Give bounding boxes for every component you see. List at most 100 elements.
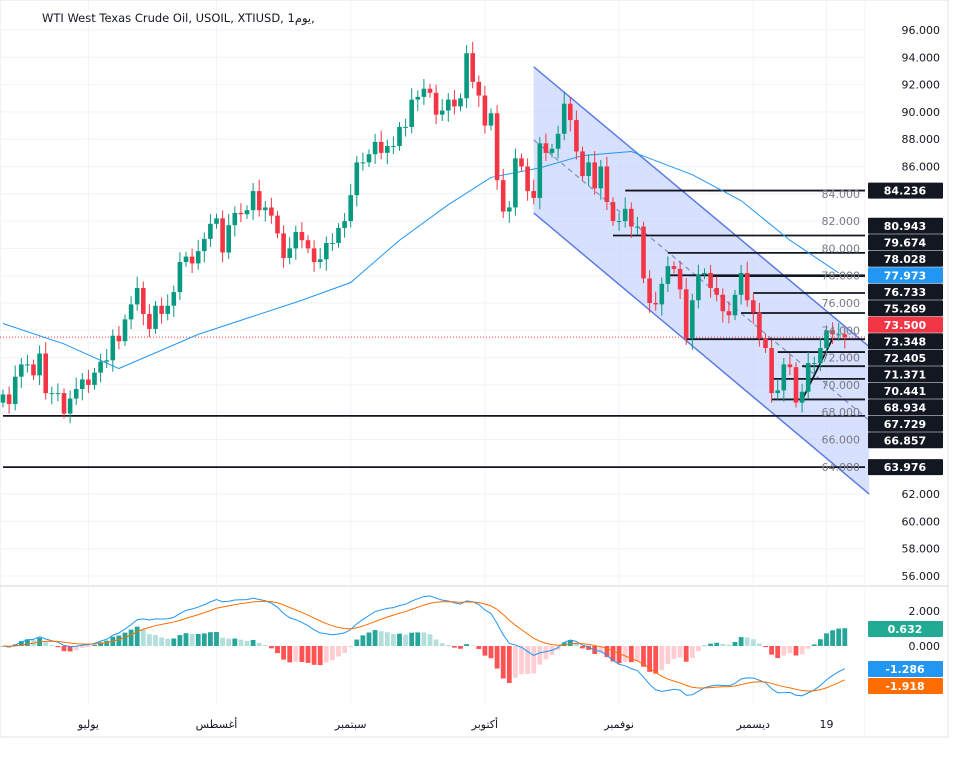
macd-histogram-bar	[665, 646, 671, 665]
candle-down	[671, 266, 677, 269]
macd-histogram-bar	[470, 645, 476, 647]
macd-histogram-bar	[671, 646, 677, 660]
candle-down	[6, 394, 12, 405]
macd-histogram-bar	[500, 646, 506, 679]
macd-histogram-bar	[214, 632, 219, 646]
macd-histogram-bar	[708, 643, 713, 646]
candle-up	[738, 272, 744, 295]
macd-histogram-bar	[757, 643, 762, 646]
macd-histogram-bar	[586, 646, 591, 650]
macd-histogram-bar	[476, 646, 482, 650]
level-price-label: 73.500	[884, 319, 927, 332]
macd-histogram-bar	[787, 646, 793, 654]
candle-up	[208, 223, 213, 239]
macd-histogram-bar	[622, 646, 628, 662]
candle-down	[592, 162, 597, 189]
macd-histogram-bar	[73, 646, 79, 651]
price-tick-label: 88.000	[902, 133, 941, 146]
macd-histogram-bar	[372, 630, 378, 646]
candle-up	[507, 207, 512, 212]
candle-down	[275, 215, 280, 234]
candle-up	[488, 113, 494, 126]
candle-up	[635, 226, 640, 228]
channel-mid-line	[533, 139, 870, 421]
candle-down	[147, 313, 152, 329]
macd-histogram-bar	[323, 646, 329, 663]
macd-histogram-bar	[818, 639, 823, 646]
candle-down	[568, 103, 573, 121]
level-price-label: 68.934	[884, 401, 927, 414]
time-tick-label: أغسطس	[196, 717, 238, 731]
candle-down	[641, 226, 646, 279]
macd-histogram-bar	[726, 644, 732, 646]
macd-histogram-bar	[580, 646, 585, 649]
macd-histogram-bar	[445, 644, 451, 646]
price-tick-label: 86.000	[902, 161, 941, 174]
candle-down	[256, 191, 262, 211]
macd-histogram-bar	[86, 646, 91, 648]
price-tick-label: 92.000	[902, 79, 941, 92]
candle-up	[690, 300, 695, 339]
candle-down	[61, 393, 67, 414]
macd-histogram-bar	[714, 642, 720, 646]
candle-down	[281, 233, 286, 258]
price-tick-label: 70.000	[822, 379, 861, 392]
macd-histogram-bar	[67, 646, 73, 652]
level-price-label-bg	[868, 415, 943, 432]
level-price-label-bg	[868, 250, 943, 267]
time-tick-label: ديسمبر	[736, 718, 771, 731]
macd-histogram-bar	[18, 641, 24, 646]
macd-histogram-bar	[208, 632, 213, 646]
candle-up	[446, 99, 451, 111]
candle-down	[574, 120, 579, 152]
macd-histogram-bar	[763, 646, 768, 648]
candle-up	[702, 272, 707, 275]
candle-up	[805, 363, 811, 392]
macd-histogram-bar	[360, 635, 366, 646]
candle-down	[482, 95, 488, 126]
candle-up	[324, 242, 329, 260]
candle-up	[366, 154, 372, 163]
level-price-label-bg	[868, 316, 943, 333]
candle-down	[830, 330, 835, 335]
macd-histogram-bar	[836, 628, 842, 646]
candle-down	[604, 166, 610, 202]
candle-down	[787, 364, 793, 368]
macd-histogram-value-bg	[868, 621, 943, 637]
candle-up	[19, 364, 24, 377]
macd-histogram-bar	[567, 640, 573, 646]
macd-histogram-bar	[409, 632, 415, 646]
candle-down	[751, 300, 756, 313]
macd-histogram-bar	[781, 646, 787, 656]
level-price-label-bg	[868, 217, 943, 234]
macd-histogram-bar	[171, 638, 177, 646]
candle-up	[598, 166, 604, 189]
macd-histogram-bar	[269, 646, 274, 649]
macd-histogram-value: 0.632	[888, 623, 923, 636]
macd-histogram-bar	[696, 646, 701, 652]
macd-histogram-bar	[525, 646, 530, 674]
price-tick-label: 60.000	[902, 515, 941, 528]
price-tick-label: 80.000	[822, 242, 861, 255]
macd-histogram-bar	[616, 646, 622, 664]
macd-histogram-bar	[299, 646, 305, 662]
level-price-label-bg	[868, 399, 943, 416]
macd-tick-label: 0.000	[909, 640, 941, 653]
candle-up	[80, 379, 85, 389]
level-price-label-bg	[868, 300, 943, 317]
macd-histogram-bar	[811, 644, 817, 646]
candle-down	[86, 379, 91, 385]
level-price-label-bg	[868, 366, 943, 383]
candle-up	[104, 360, 109, 362]
candle-up	[812, 363, 817, 365]
macd-histogram-bar	[683, 646, 689, 662]
candle-down	[500, 180, 506, 212]
level-price-label: 80.943	[884, 220, 926, 233]
candle-up	[586, 162, 591, 177]
candle-down	[714, 287, 719, 295]
macd-histogram-bar	[415, 632, 421, 646]
level-price-label-bg	[868, 382, 943, 399]
macd-histogram-bar	[159, 637, 164, 646]
candle-up	[824, 330, 829, 349]
